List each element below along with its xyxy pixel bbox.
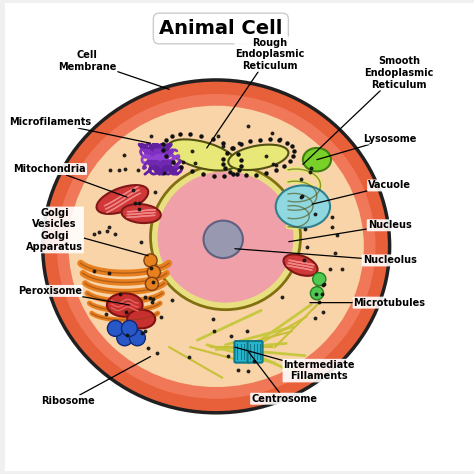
Text: Vacuole: Vacuole <box>312 181 411 204</box>
Text: Golgi
Vesicles
Golgi
Apparatus: Golgi Vesicles Golgi Apparatus <box>26 208 148 256</box>
Circle shape <box>313 273 326 286</box>
Text: Ribosome: Ribosome <box>42 356 151 406</box>
Ellipse shape <box>283 255 318 276</box>
Circle shape <box>108 320 123 337</box>
Circle shape <box>147 265 160 279</box>
FancyBboxPatch shape <box>235 341 249 363</box>
Text: Animal Cell: Animal Cell <box>159 19 283 38</box>
Text: Peroxisome: Peroxisome <box>18 286 129 305</box>
Ellipse shape <box>97 185 148 214</box>
Text: Cell
Membrane: Cell Membrane <box>58 50 169 89</box>
Ellipse shape <box>203 220 243 258</box>
Text: Nucleus: Nucleus <box>289 220 411 242</box>
Text: Centrosome: Centrosome <box>248 352 317 404</box>
Ellipse shape <box>43 80 390 413</box>
Ellipse shape <box>228 145 289 170</box>
Text: Microfilaments: Microfilaments <box>9 117 151 143</box>
Circle shape <box>121 320 137 337</box>
Text: Nucleolus: Nucleolus <box>235 249 417 265</box>
Text: Intermediate
Fillaments: Intermediate Fillaments <box>235 347 355 382</box>
Circle shape <box>310 287 324 300</box>
Text: Lysosome: Lysosome <box>317 134 416 160</box>
FancyBboxPatch shape <box>247 341 263 363</box>
Ellipse shape <box>127 310 155 328</box>
Ellipse shape <box>303 148 331 172</box>
Ellipse shape <box>57 94 375 399</box>
Ellipse shape <box>68 106 364 387</box>
Circle shape <box>129 330 146 346</box>
Circle shape <box>117 330 133 346</box>
Ellipse shape <box>151 164 301 310</box>
Ellipse shape <box>107 293 143 317</box>
Text: Mitochondria: Mitochondria <box>13 164 127 197</box>
Circle shape <box>146 277 158 291</box>
Ellipse shape <box>276 185 330 228</box>
Text: Smooth
Endoplasmic
Reticulum: Smooth Endoplasmic Reticulum <box>303 56 434 164</box>
Text: Rough
Endoplasmic
Reticulum: Rough Endoplasmic Reticulum <box>207 37 305 148</box>
Text: Microtubules: Microtubules <box>310 298 426 308</box>
Ellipse shape <box>157 172 293 302</box>
Circle shape <box>144 254 157 267</box>
Ellipse shape <box>168 139 236 171</box>
Ellipse shape <box>121 204 161 223</box>
